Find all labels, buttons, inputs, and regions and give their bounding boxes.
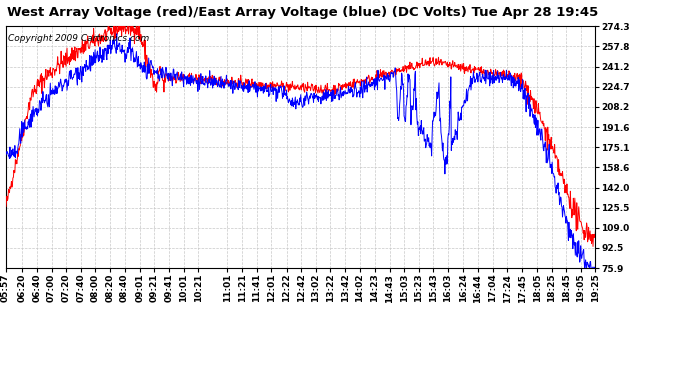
Text: West Array Voltage (red)/East Array Voltage (blue) (DC Volts) Tue Apr 28 19:45: West Array Voltage (red)/East Array Volt… [7,6,598,19]
Text: Copyright 2009 Cartronics.com: Copyright 2009 Cartronics.com [8,33,150,42]
